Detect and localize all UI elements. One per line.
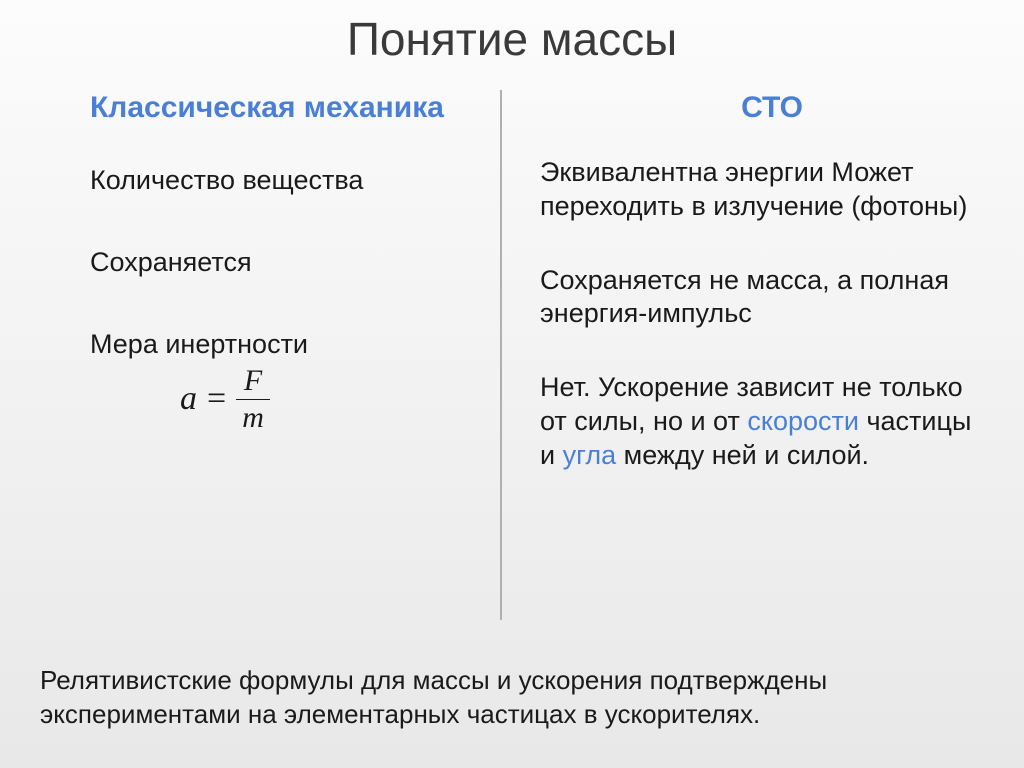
footer-note: Релятивистские формулы для массы и ускор… — [40, 664, 984, 732]
right-column: СТО Эквивалентна энергии Может переходит… — [500, 90, 1024, 512]
left-heading: Классическая механика — [90, 90, 500, 126]
two-column-layout: Классическая механика Количество веществ… — [0, 90, 1024, 512]
formula-lhs: a — [180, 380, 197, 418]
left-row-1: Количество вещества — [90, 164, 500, 198]
right-row-3: Нет. Ускорение зависит не только от силы… — [540, 371, 1004, 472]
formula-fraction: F m — [236, 365, 270, 433]
left-column: Классическая механика Количество веществ… — [0, 90, 500, 512]
formula-eq: = — [207, 380, 226, 418]
slide-title: Понятие массы — [0, 0, 1024, 66]
left-row-3: Мера инертности — [90, 328, 500, 362]
right-row-1: Эквивалентна энергии Может переходить в … — [540, 156, 1004, 224]
right-row-3-post: между ней и силой. — [616, 440, 869, 470]
formula-numerator: F — [238, 365, 268, 399]
right-heading: СТО — [540, 90, 1004, 126]
formula-denominator: m — [236, 399, 270, 434]
highlight-speed: скорости — [747, 406, 859, 436]
highlight-angle: угла — [563, 440, 617, 470]
formula-acceleration: a = F m — [180, 365, 500, 433]
right-row-2: Сохраняется не масса, а полная энергия-и… — [540, 264, 1004, 332]
left-row-2: Сохраняется — [90, 246, 500, 280]
